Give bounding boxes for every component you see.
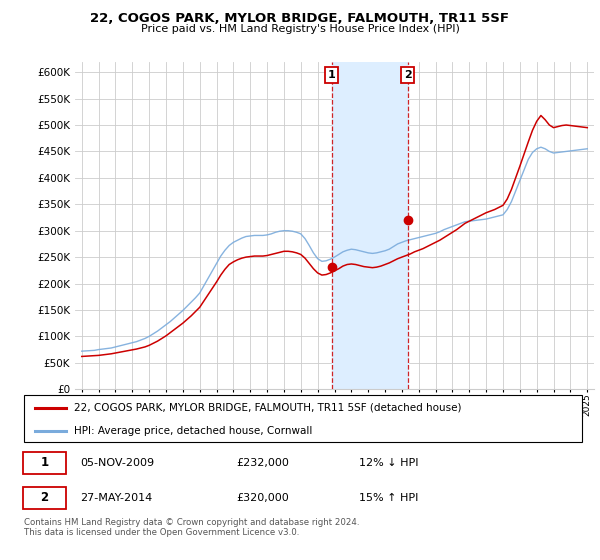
Text: Contains HM Land Registry data © Crown copyright and database right 2024.
This d: Contains HM Land Registry data © Crown c… [24,518,359,538]
Text: 1: 1 [328,70,335,80]
Text: 22, COGOS PARK, MYLOR BRIDGE, FALMOUTH, TR11 5SF (detached house): 22, COGOS PARK, MYLOR BRIDGE, FALMOUTH, … [74,403,462,413]
Text: 1: 1 [41,456,49,469]
Text: £320,000: £320,000 [236,493,289,502]
Text: 12% ↓ HPI: 12% ↓ HPI [359,458,418,468]
Text: 05-NOV-2009: 05-NOV-2009 [80,458,154,468]
FancyBboxPatch shape [24,395,582,442]
Text: Price paid vs. HM Land Registry's House Price Index (HPI): Price paid vs. HM Land Registry's House … [140,24,460,34]
Bar [332,62,407,389]
Text: 2: 2 [41,491,49,504]
Text: 27-MAY-2014: 27-MAY-2014 [80,493,152,502]
Text: 22, COGOS PARK, MYLOR BRIDGE, FALMOUTH, TR11 5SF: 22, COGOS PARK, MYLOR BRIDGE, FALMOUTH, … [91,12,509,25]
Text: 2: 2 [404,70,412,80]
FancyBboxPatch shape [23,487,67,508]
Text: £232,000: £232,000 [236,458,289,468]
Text: HPI: Average price, detached house, Cornwall: HPI: Average price, detached house, Corn… [74,426,313,436]
Text: 15% ↑ HPI: 15% ↑ HPI [359,493,418,502]
FancyBboxPatch shape [23,452,67,474]
